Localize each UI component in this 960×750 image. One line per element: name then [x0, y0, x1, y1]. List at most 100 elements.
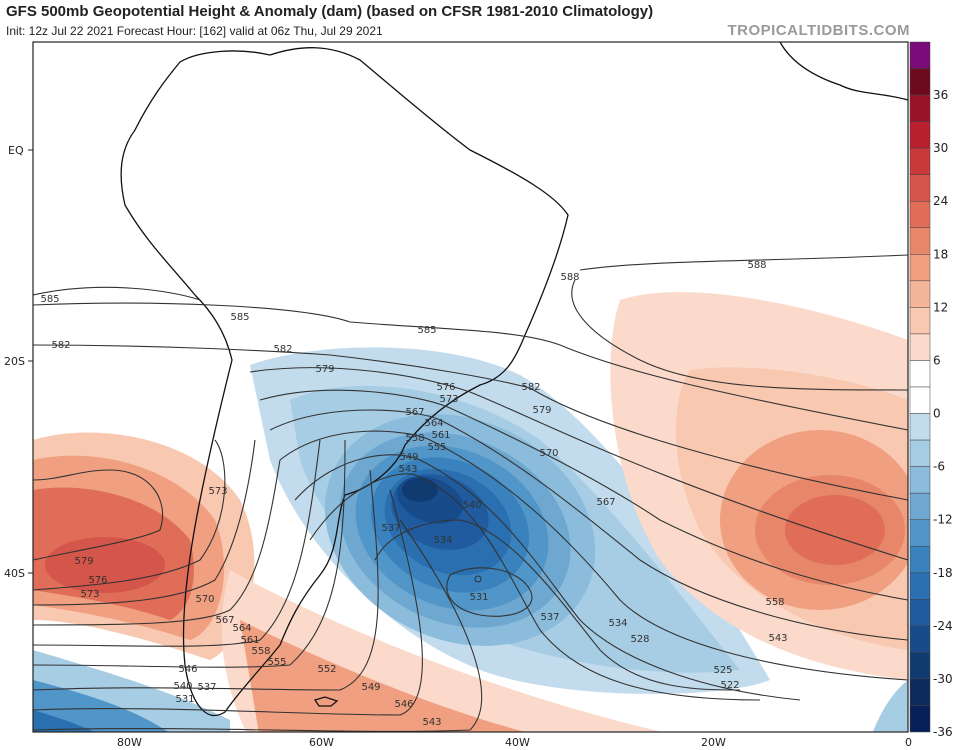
colorbar-bin	[909, 439, 931, 467]
contour-label: 558	[765, 597, 784, 608]
contour-label: 570	[539, 448, 558, 459]
colorbar-bin	[909, 333, 931, 361]
contour-label: 558	[405, 433, 424, 444]
colorbar-bin	[909, 360, 931, 388]
contour-label: 534	[433, 535, 452, 546]
colorbar-tick-label: 36	[933, 88, 948, 102]
lat-label-40s: 40S	[4, 567, 25, 580]
contour-label: 531	[469, 592, 488, 603]
contour-label: 555	[427, 442, 446, 453]
colorbar-bin	[909, 68, 931, 96]
colorbar-tick-label: 6	[933, 353, 941, 367]
colorbar-bin	[909, 545, 931, 574]
latitude-axis: EQ 20S 40S	[4, 144, 33, 580]
contour-label: 576	[436, 382, 455, 393]
colorbar-tick-label: 12	[933, 300, 948, 314]
colorbar-bin	[909, 705, 931, 733]
contour-label: 531	[175, 694, 194, 705]
contour-label: 546	[178, 664, 197, 675]
contour-label: 573	[208, 486, 227, 497]
contour-label: 582	[51, 340, 70, 351]
lon-label-0: 0	[905, 736, 912, 749]
contour-label: 543	[422, 717, 441, 728]
africa-outline	[779, 42, 908, 101]
contour-label: 537	[197, 682, 216, 693]
colorbar-bin	[909, 121, 931, 149]
lon-label-60w: 60W	[309, 736, 334, 749]
contour-label: 555	[267, 657, 286, 668]
negative-anomaly-trough	[250, 347, 770, 694]
contour-label: 543	[398, 464, 417, 475]
colorbar-bin	[909, 492, 931, 520]
contour-label: 525	[713, 665, 732, 676]
contour-label: 564	[424, 418, 443, 429]
contour-label: 567	[405, 407, 424, 418]
contour-label: 576	[88, 575, 107, 586]
colorbar-tick-label: -30	[933, 672, 953, 686]
colorbar-labels: 36 30 24 18 12 6 0 -6 -12 -18 -24 -30 -36	[933, 88, 953, 739]
contour-label: 552	[317, 664, 336, 675]
longitude-axis: 80W 60W 40W 20W 0	[117, 736, 912, 749]
contour-label: 582	[521, 382, 540, 393]
colorbar-bin	[909, 652, 931, 680]
contour-label: 543	[768, 633, 787, 644]
contour-label: 549	[361, 682, 380, 693]
contour-label: 561	[240, 635, 259, 646]
contour-label: 537	[381, 523, 400, 534]
colorbar-tick-label: -36	[933, 725, 953, 739]
colorbar-bin	[909, 386, 931, 414]
colorbar-tick-label: -18	[933, 566, 953, 580]
contour-label: 537	[540, 612, 559, 623]
height-contours	[33, 254, 908, 732]
contour-label: 585	[417, 325, 436, 336]
contour-label: 567	[596, 497, 615, 508]
negative-anomaly-southwest	[33, 650, 908, 732]
colorbar-bin	[909, 254, 931, 282]
contour-label: 588	[747, 260, 766, 271]
contour-label: 573	[80, 589, 99, 600]
contour-label: 582	[273, 344, 292, 355]
colorbar-bin	[909, 466, 931, 494]
lon-label-80w: 80W	[117, 736, 142, 749]
positive-anomaly-south-band	[221, 570, 664, 732]
map-title: GFS 500mb Geopotential Height & Anomaly …	[6, 3, 654, 20]
contour-label: 570	[195, 594, 214, 605]
colorbar-bin	[909, 519, 931, 547]
contour-label: 579	[74, 556, 93, 567]
contour-label: 522	[720, 680, 739, 691]
contour-label: 540	[173, 681, 192, 692]
contour-label: 579	[532, 405, 551, 416]
map-subtitle: Init: 12z Jul 22 2021 Forecast Hour: [16…	[6, 24, 383, 38]
colorbar-bin	[909, 413, 931, 441]
contour-label: 567	[215, 615, 234, 626]
colorbar-bin	[909, 280, 931, 308]
lat-label-eq: EQ	[8, 144, 24, 157]
colorbar-bin	[909, 94, 931, 122]
colorbar-tick-label: -12	[933, 513, 953, 527]
colorbar-tick-label: 18	[933, 247, 948, 261]
contour-label: 588	[560, 272, 579, 283]
colorbar-tick-label: 30	[933, 141, 948, 155]
colorbar-bin	[909, 174, 931, 202]
contour-label: 585	[230, 312, 249, 323]
colorbar-tick-label: 24	[933, 194, 948, 208]
lon-label-20w: 20W	[701, 736, 726, 749]
lat-label-20s: 20S	[4, 355, 25, 368]
coastlines	[120, 42, 908, 717]
contour-label: 558	[251, 646, 270, 657]
contour-label: 585	[40, 294, 59, 305]
contour-label: 579	[315, 364, 334, 375]
colorbar-bin	[909, 200, 931, 229]
contour-label: 549	[399, 452, 418, 463]
colorbar-bin	[909, 307, 931, 335]
contour-label: 573	[439, 394, 458, 405]
contour-label: 540	[462, 500, 481, 511]
colorbar-bin	[909, 599, 931, 627]
colorbar-bin	[909, 227, 931, 255]
brand-watermark: TROPICALTIDBITS.COM	[727, 22, 910, 39]
anomaly-shading	[33, 292, 908, 732]
colorbar-bin	[909, 572, 931, 600]
